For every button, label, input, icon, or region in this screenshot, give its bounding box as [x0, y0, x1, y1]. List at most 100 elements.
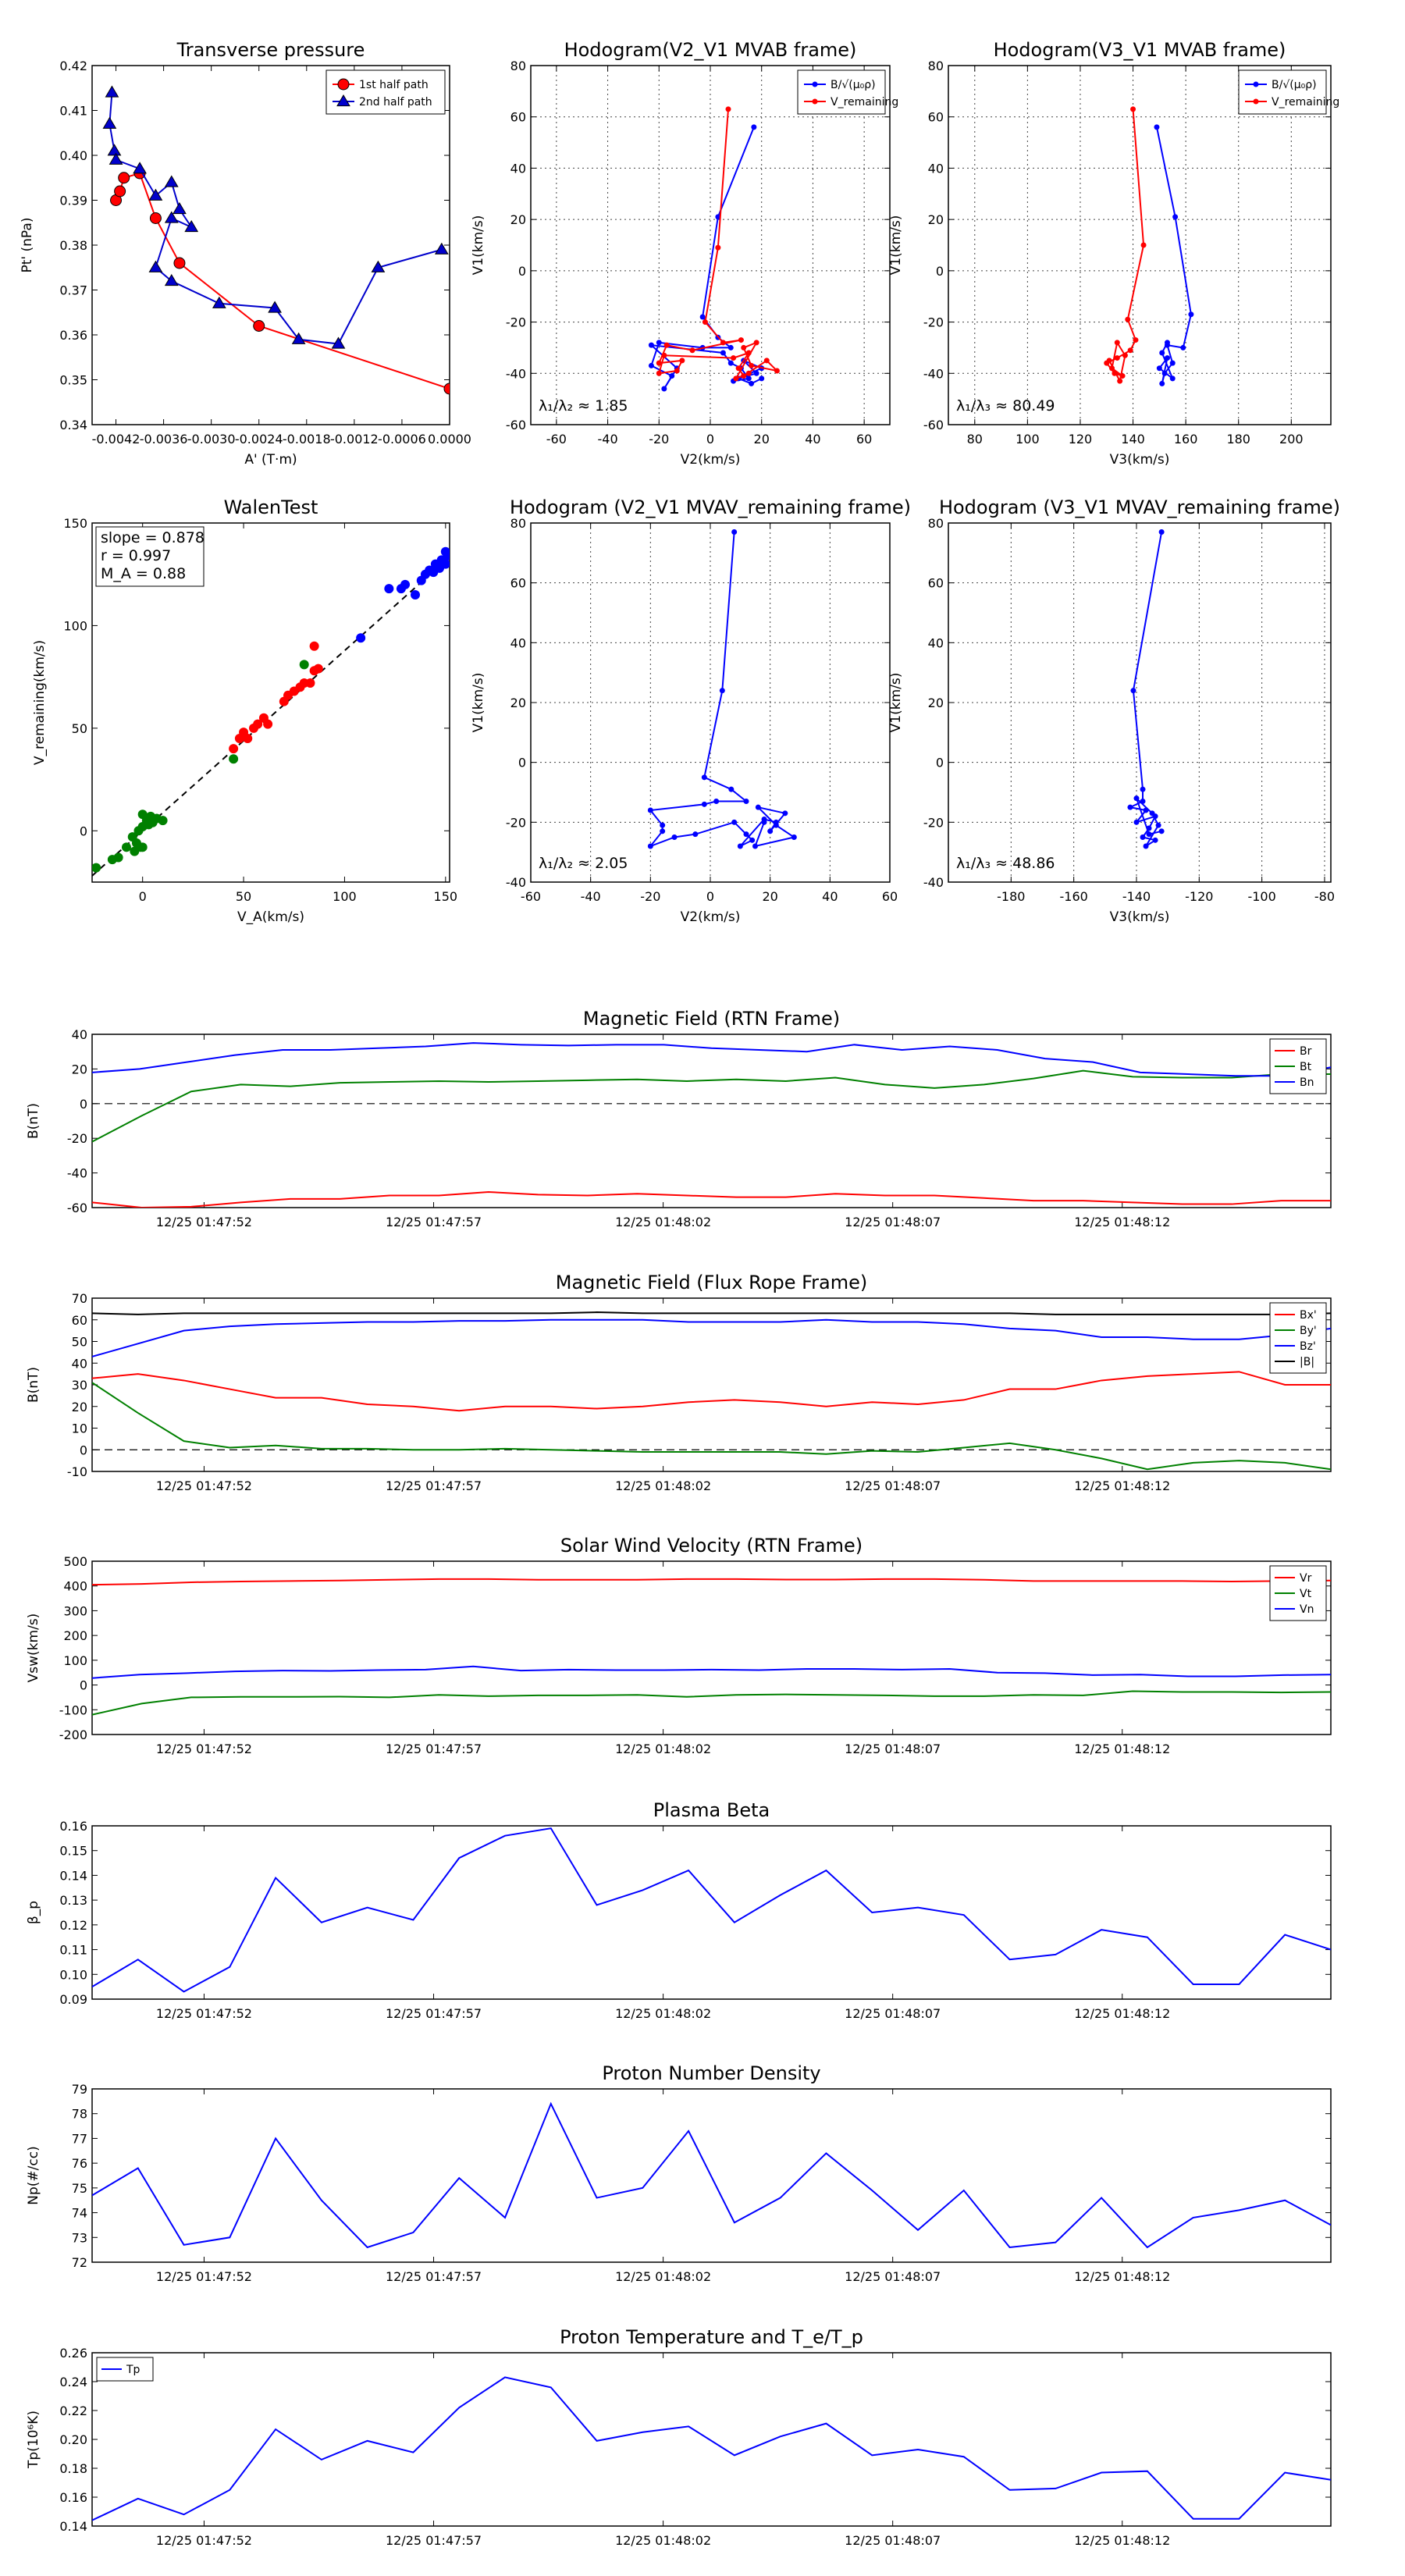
data-point — [1253, 81, 1259, 87]
legend-label: B/√(μ₀ρ) — [1272, 79, 1317, 91]
chart-title: Solar Wind Velocity (RTN Frame) — [560, 1535, 863, 1557]
x-tick-label: -80 — [1314, 889, 1335, 904]
y-tick-label: 73 — [72, 2230, 87, 2245]
y-tick-label: -20 — [506, 315, 526, 330]
data-point — [1130, 688, 1136, 694]
data-point — [689, 347, 695, 354]
legend-label: |B| — [1300, 1356, 1314, 1368]
x-tick-label: -0.0018 — [283, 432, 331, 447]
data-point — [656, 340, 662, 346]
data-point — [356, 633, 366, 643]
x-tick-label: 12/25 01:47:57 — [386, 2006, 482, 2021]
data-point — [669, 373, 675, 379]
y-tick-label: 30 — [72, 1378, 87, 1393]
data-point — [812, 81, 818, 87]
y-tick-label: 40 — [510, 161, 526, 176]
x-tick-label: -140 — [1122, 889, 1151, 904]
x-tick-label: 100 — [1016, 432, 1040, 447]
y-tick-label: -100 — [59, 1703, 87, 1717]
legend-frame — [1269, 1302, 1327, 1374]
data-point — [1159, 380, 1165, 386]
legend-label: Br — [1300, 1045, 1312, 1058]
data-point — [92, 863, 101, 873]
x-tick-label: 50 — [236, 889, 251, 904]
y-axis-label: V_remaining(km/s) — [32, 640, 48, 765]
x-tick-label: 0.0000 — [428, 432, 471, 447]
data-point — [713, 799, 720, 804]
y-tick-label: 0 — [936, 756, 944, 770]
series-line-Vn — [92, 1665, 1331, 1679]
data-point — [158, 816, 168, 826]
panel-transverse: 0.34 0.35 0.36 0.37 0.38 0.39 0.40 0.41 0.42 -0.0… — [20, 39, 471, 468]
legend-label: By' — [1300, 1325, 1317, 1337]
x-tick-label: 0 — [139, 889, 147, 904]
x-tick-label: 0 — [706, 889, 714, 904]
legend-label: Tp — [126, 2364, 140, 2376]
data-point — [108, 152, 123, 165]
series-line-By' — [92, 1382, 1331, 1471]
legend-frame — [325, 69, 446, 115]
chart-title: Proton Number Density — [602, 2062, 820, 2084]
y-tick-label: -20 — [506, 815, 526, 830]
y-tick-label: -40 — [506, 875, 526, 890]
data-point — [313, 664, 323, 674]
x-tick-label: 0 — [706, 432, 714, 447]
data-point — [309, 641, 319, 651]
y-tick-label: 40 — [72, 1027, 87, 1042]
y-tick-label: 100 — [63, 618, 87, 633]
x-tick-label: 12/25 01:47:57 — [386, 2269, 482, 2284]
data-point — [105, 85, 119, 98]
y-tick-label: 150 — [63, 516, 87, 531]
chart-title: Hodogram(V2_V1 MVAB frame) — [564, 39, 857, 61]
data-point — [229, 744, 239, 754]
x-tick-label: 12/25 01:47:57 — [386, 2533, 482, 2548]
y-tick-label: 80 — [510, 516, 526, 531]
x-tick-label: 12/25 01:48:02 — [615, 2269, 711, 2284]
y-tick-label: 74 — [72, 2206, 87, 2221]
data-point — [1122, 352, 1128, 358]
y-tick-label: 77 — [72, 2131, 87, 2146]
data-point — [1112, 370, 1118, 376]
y-tick-label: -60 — [506, 418, 526, 432]
data-point — [1143, 807, 1149, 813]
data-point — [1109, 365, 1115, 372]
data-point — [1158, 828, 1165, 834]
x-tick-label: -40 — [581, 889, 601, 904]
legend: B/√(μ₀ρ) V_remaining — [1238, 69, 1339, 115]
y-tick-label: 0.38 — [59, 238, 87, 253]
x-tick-label: -60 — [546, 432, 567, 447]
legend-frame — [797, 69, 886, 115]
y-tick-label: 20 — [510, 212, 526, 227]
legend-label: B/√(μ₀ρ) — [831, 79, 876, 91]
data-point — [1133, 819, 1140, 825]
x-tick-label: 120 — [1069, 432, 1093, 447]
chart-title: Hodogram (V2_V1 MVAV_remaining frame) — [510, 496, 911, 518]
x-axis-label: V3(km/s) — [1110, 909, 1170, 925]
panel-vsw: -200 -100 0 100 200 300 400 500 12/25 01:47:52 12… — [26, 1535, 1332, 1756]
y-axis-label: β_p — [26, 1901, 41, 1924]
y-axis-label: B(nT) — [26, 1103, 41, 1139]
x-tick-label: -0.0006 — [378, 432, 426, 447]
y-tick-label: 0 — [80, 1678, 87, 1693]
data-point — [701, 774, 707, 781]
data-point — [1140, 786, 1146, 792]
x-tick-label: 100 — [333, 889, 357, 904]
y-tick-label: 40 — [928, 161, 944, 176]
x-tick-label: 12/25 01:47:52 — [156, 2006, 252, 2021]
data-point — [674, 368, 680, 374]
data-point — [738, 337, 744, 343]
series-line-0 — [1155, 126, 1192, 384]
data-point — [660, 828, 666, 834]
x-tick-label: 12/25 01:48:12 — [1074, 2269, 1170, 2284]
x-tick-label: 40 — [805, 432, 820, 447]
y-tick-label: 20 — [510, 696, 526, 710]
data-point — [268, 301, 282, 313]
data-point — [735, 365, 742, 372]
eigen-ratio-annotation: λ₁/λ₃ ≈ 80.49 — [956, 397, 1055, 415]
x-axis-label: V2(km/s) — [681, 452, 741, 468]
data-point — [753, 370, 759, 376]
axes-frame — [530, 522, 891, 883]
legend-frame — [96, 2357, 154, 2382]
data-point — [759, 375, 765, 382]
